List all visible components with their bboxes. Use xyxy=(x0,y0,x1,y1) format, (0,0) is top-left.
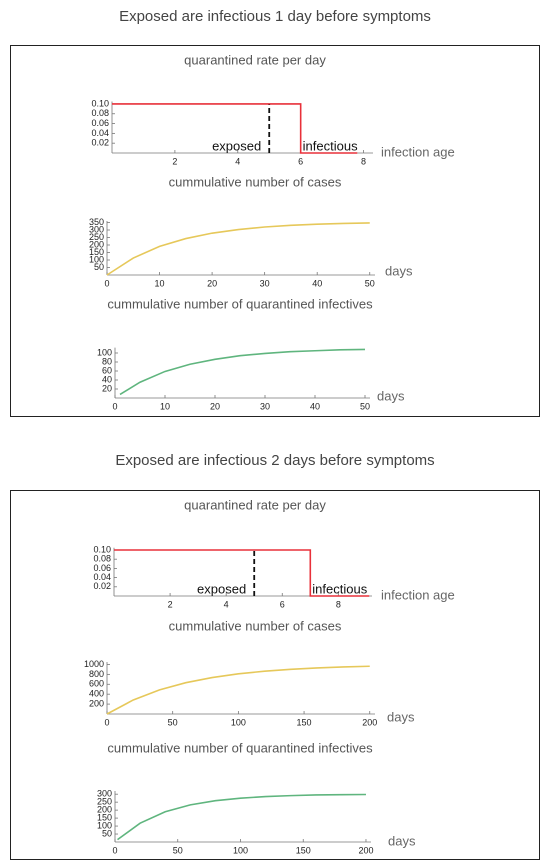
y-tick-label: 0.10 xyxy=(93,544,111,554)
y-tick-label: 300 xyxy=(97,789,112,799)
annotation: infectious xyxy=(312,581,367,596)
y-tick-label: 0.06 xyxy=(91,118,109,128)
y-tick-label: 150 xyxy=(97,812,112,822)
chart-title: cummulative number of quarantined infect… xyxy=(107,296,373,311)
y-tick-label: 0.10 xyxy=(91,98,109,108)
x-tick-label: 200 xyxy=(358,845,373,855)
x-tick-label: 200 xyxy=(362,717,377,727)
x-tick-label: 40 xyxy=(312,278,322,288)
y-tick-label: 50 xyxy=(102,828,112,838)
y-tick-label: 350 xyxy=(89,217,104,227)
data-line xyxy=(117,793,366,841)
annotation: infectious xyxy=(303,138,358,153)
y-tick-label: 20 xyxy=(102,383,112,393)
x-axis-label: days xyxy=(388,833,416,848)
y-tick-label: 250 xyxy=(89,232,104,242)
y-tick-label: 0.08 xyxy=(91,108,109,118)
x-tick-label: 8 xyxy=(336,599,341,609)
y-tick-label: 600 xyxy=(89,679,104,689)
y-tick-label: 0.02 xyxy=(91,138,109,148)
x-tick-label: 8 xyxy=(361,156,366,166)
x-tick-label: 10 xyxy=(160,401,170,411)
x-tick-label: 50 xyxy=(173,845,183,855)
y-tick-label: 0.06 xyxy=(93,563,111,573)
y-tick-label: 150 xyxy=(89,247,104,257)
chart-title: quarantined rate per day xyxy=(184,497,326,512)
data-line xyxy=(106,665,370,715)
y-tick-label: 800 xyxy=(89,669,104,679)
data-line xyxy=(106,222,370,276)
y-tick-label: 100 xyxy=(97,347,112,357)
x-axis-label: infection age xyxy=(381,587,455,602)
x-tick-label: 0 xyxy=(104,278,109,288)
x-tick-label: 0 xyxy=(104,717,109,727)
y-tick-label: 250 xyxy=(97,797,112,807)
x-tick-label: 50 xyxy=(365,278,375,288)
chart-title: cummulative number of quarantined infect… xyxy=(107,740,373,755)
y-tick-label: 1000 xyxy=(84,659,104,669)
y-tick-label: 40 xyxy=(102,374,112,384)
chart-title: cummulative number of cases xyxy=(169,174,342,189)
x-axis-label: days xyxy=(377,388,405,403)
x-tick-label: 4 xyxy=(235,156,240,166)
y-tick-label: 60 xyxy=(102,365,112,375)
y-tick-label: 0.02 xyxy=(93,581,111,591)
y-tick-label: 300 xyxy=(89,224,104,234)
data-line xyxy=(119,348,366,396)
x-tick-label: 50 xyxy=(168,717,178,727)
x-axis-label: days xyxy=(387,709,415,724)
x-tick-label: 20 xyxy=(207,278,217,288)
x-tick-label: 50 xyxy=(360,401,370,411)
x-tick-label: 2 xyxy=(172,156,177,166)
panel-frame xyxy=(10,490,540,860)
y-tick-label: 0.04 xyxy=(91,128,109,138)
x-tick-label: 2 xyxy=(168,599,173,609)
data-line xyxy=(112,103,358,154)
chart-title: quarantined rate per day xyxy=(184,52,326,67)
y-tick-label: 200 xyxy=(89,698,104,708)
x-tick-label: 6 xyxy=(298,156,303,166)
x-tick-label: 6 xyxy=(280,599,285,609)
chart-title: cummulative number of cases xyxy=(169,618,342,633)
x-tick-label: 0 xyxy=(112,401,117,411)
x-tick-label: 150 xyxy=(297,717,312,727)
annotation: exposed xyxy=(212,138,261,153)
y-tick-label: 200 xyxy=(89,239,104,249)
x-axis-label: infection age xyxy=(381,144,455,159)
panel-title: Exposed are infectious 2 days before sym… xyxy=(115,452,434,469)
x-tick-label: 40 xyxy=(310,401,320,411)
x-axis-label: days xyxy=(385,263,413,278)
x-tick-label: 30 xyxy=(260,278,270,288)
y-tick-label: 0.04 xyxy=(93,572,111,582)
annotation: exposed xyxy=(197,581,246,596)
x-tick-label: 10 xyxy=(155,278,165,288)
x-tick-label: 0 xyxy=(112,845,117,855)
y-tick-label: 50 xyxy=(94,262,104,272)
y-tick-label: 400 xyxy=(89,689,104,699)
x-tick-label: 100 xyxy=(231,717,246,727)
x-tick-label: 4 xyxy=(224,599,229,609)
y-tick-label: 100 xyxy=(89,254,104,264)
x-tick-label: 20 xyxy=(210,401,220,411)
x-tick-label: 150 xyxy=(296,845,311,855)
x-tick-label: 30 xyxy=(260,401,270,411)
x-tick-label: 100 xyxy=(233,845,248,855)
panel-title: Exposed are infectious 1 day before symp… xyxy=(119,8,431,25)
y-tick-label: 0.08 xyxy=(93,554,111,564)
panel-frame xyxy=(10,45,540,417)
data-line xyxy=(114,549,370,597)
y-tick-label: 200 xyxy=(97,805,112,815)
y-tick-label: 100 xyxy=(97,820,112,830)
y-tick-label: 80 xyxy=(102,356,112,366)
